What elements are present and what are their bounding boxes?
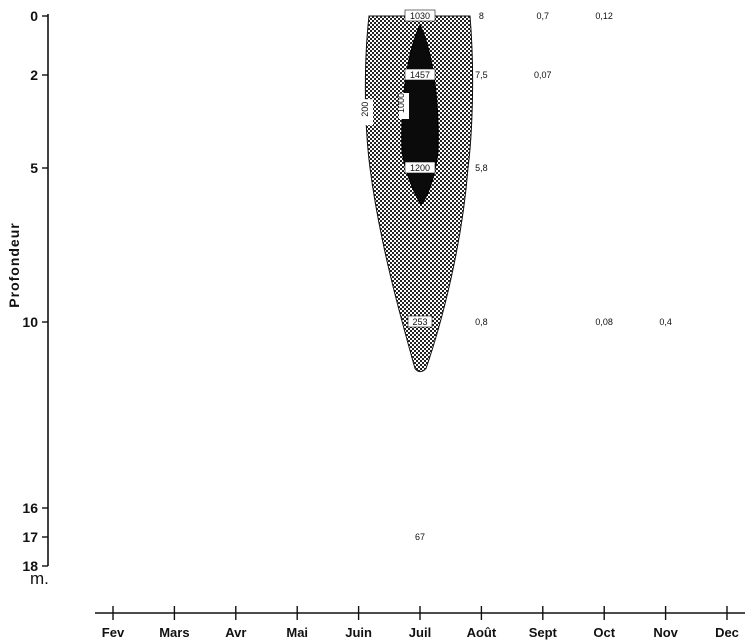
data-value-13: 67: [415, 532, 425, 542]
month-label-4: Juin: [345, 625, 372, 640]
data-value-2: 0,7: [537, 11, 550, 21]
isoline-label-box: [399, 93, 409, 119]
y-axis-title: Profondeur: [6, 222, 22, 307]
value-box: [404, 68, 436, 81]
data-value-12: 0,4: [659, 317, 672, 327]
data-value-5: 7,5: [475, 70, 488, 80]
y-tick-label: 17: [22, 529, 38, 545]
data-value-3: 0,12: [595, 11, 613, 21]
value-box: [407, 315, 433, 328]
data-value-11: 0,08: [595, 317, 613, 327]
y-tick-label: 2: [30, 67, 38, 83]
month-label-6: Août: [467, 625, 497, 640]
month-label-0: Fev: [102, 625, 125, 640]
y-axis-unit: m.: [30, 569, 49, 588]
month-label-2: Avr: [225, 625, 246, 640]
month-label-8: Oct: [593, 625, 615, 640]
y-tick-label: 10: [22, 314, 38, 330]
month-label-10: Dec: [715, 625, 739, 640]
y-tick-label: 16: [22, 500, 38, 516]
isoline-label-box: [363, 99, 373, 126]
data-value-8: 5,8: [475, 163, 488, 173]
isoline-label-1000: 1000: [396, 93, 406, 113]
data-value-0: 1030: [410, 11, 430, 21]
month-label-3: Mai: [286, 625, 308, 640]
y-tick-label: 5: [30, 160, 38, 176]
isoline-label-200: 200: [360, 102, 370, 117]
month-label-5: Juil: [409, 625, 431, 640]
data-value-1: 8: [479, 11, 484, 21]
y-tick-label: 18: [22, 558, 38, 574]
month-label-9: Nov: [653, 625, 678, 640]
data-value-4: 1457: [410, 70, 430, 80]
data-value-9: 253: [412, 317, 427, 327]
month-label-1: Mars: [159, 625, 189, 640]
data-value-10: 0,8: [475, 317, 488, 327]
value-box: [404, 9, 436, 22]
y-tick-label: 0: [30, 8, 38, 24]
data-value-7: 1200: [410, 163, 430, 173]
month-label-7: Sept: [529, 625, 558, 640]
data-value-6: 0,07: [534, 70, 552, 80]
value-box: [404, 161, 436, 174]
